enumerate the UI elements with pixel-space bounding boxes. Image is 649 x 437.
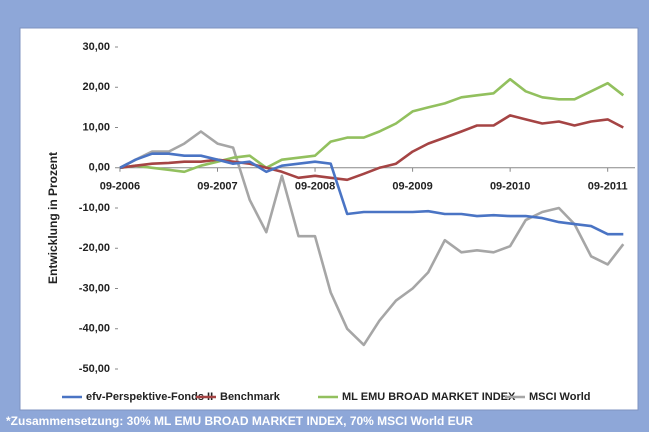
x-tick-label: 09-2008 <box>295 181 335 193</box>
y-tick-label: -20,00 <box>79 242 110 254</box>
y-tick-label: -30,00 <box>79 282 110 294</box>
legend-label: ML EMU BROAD MARKET INDEX <box>342 391 516 403</box>
y-tick-label: -50,00 <box>79 363 110 375</box>
footnote: *Zusammensetzung: 30% ML EMU BROAD MARKE… <box>6 414 473 428</box>
y-tick-label: -10,00 <box>79 202 110 214</box>
y-tick-label: 0,00 <box>89 162 110 174</box>
y-tick-label: 10,00 <box>82 121 110 133</box>
panel <box>19 27 639 411</box>
x-tick-label: 09-2010 <box>490 181 530 193</box>
y-tick-label: -40,00 <box>79 323 110 335</box>
x-tick-label: 09-2011 <box>588 181 628 193</box>
legend-label: MSCI World <box>529 391 591 403</box>
x-tick-label: 09-2006 <box>100 181 140 193</box>
series-line <box>119 152 624 236</box>
x-tick-label: 09-2007 <box>197 181 237 193</box>
legend-label: Benchmark <box>220 391 281 403</box>
y-axis-label: Entwicklung in Prozent <box>46 152 60 284</box>
series-line <box>119 130 625 347</box>
x-tick-label: 09-2009 <box>392 181 432 193</box>
series-line <box>119 77 625 174</box>
y-tick-label: 30,00 <box>82 41 110 53</box>
y-tick-label: 20,00 <box>82 81 110 93</box>
series-line <box>119 114 624 182</box>
legend-label: efv-Perspektive-Fonds II <box>86 391 213 403</box>
